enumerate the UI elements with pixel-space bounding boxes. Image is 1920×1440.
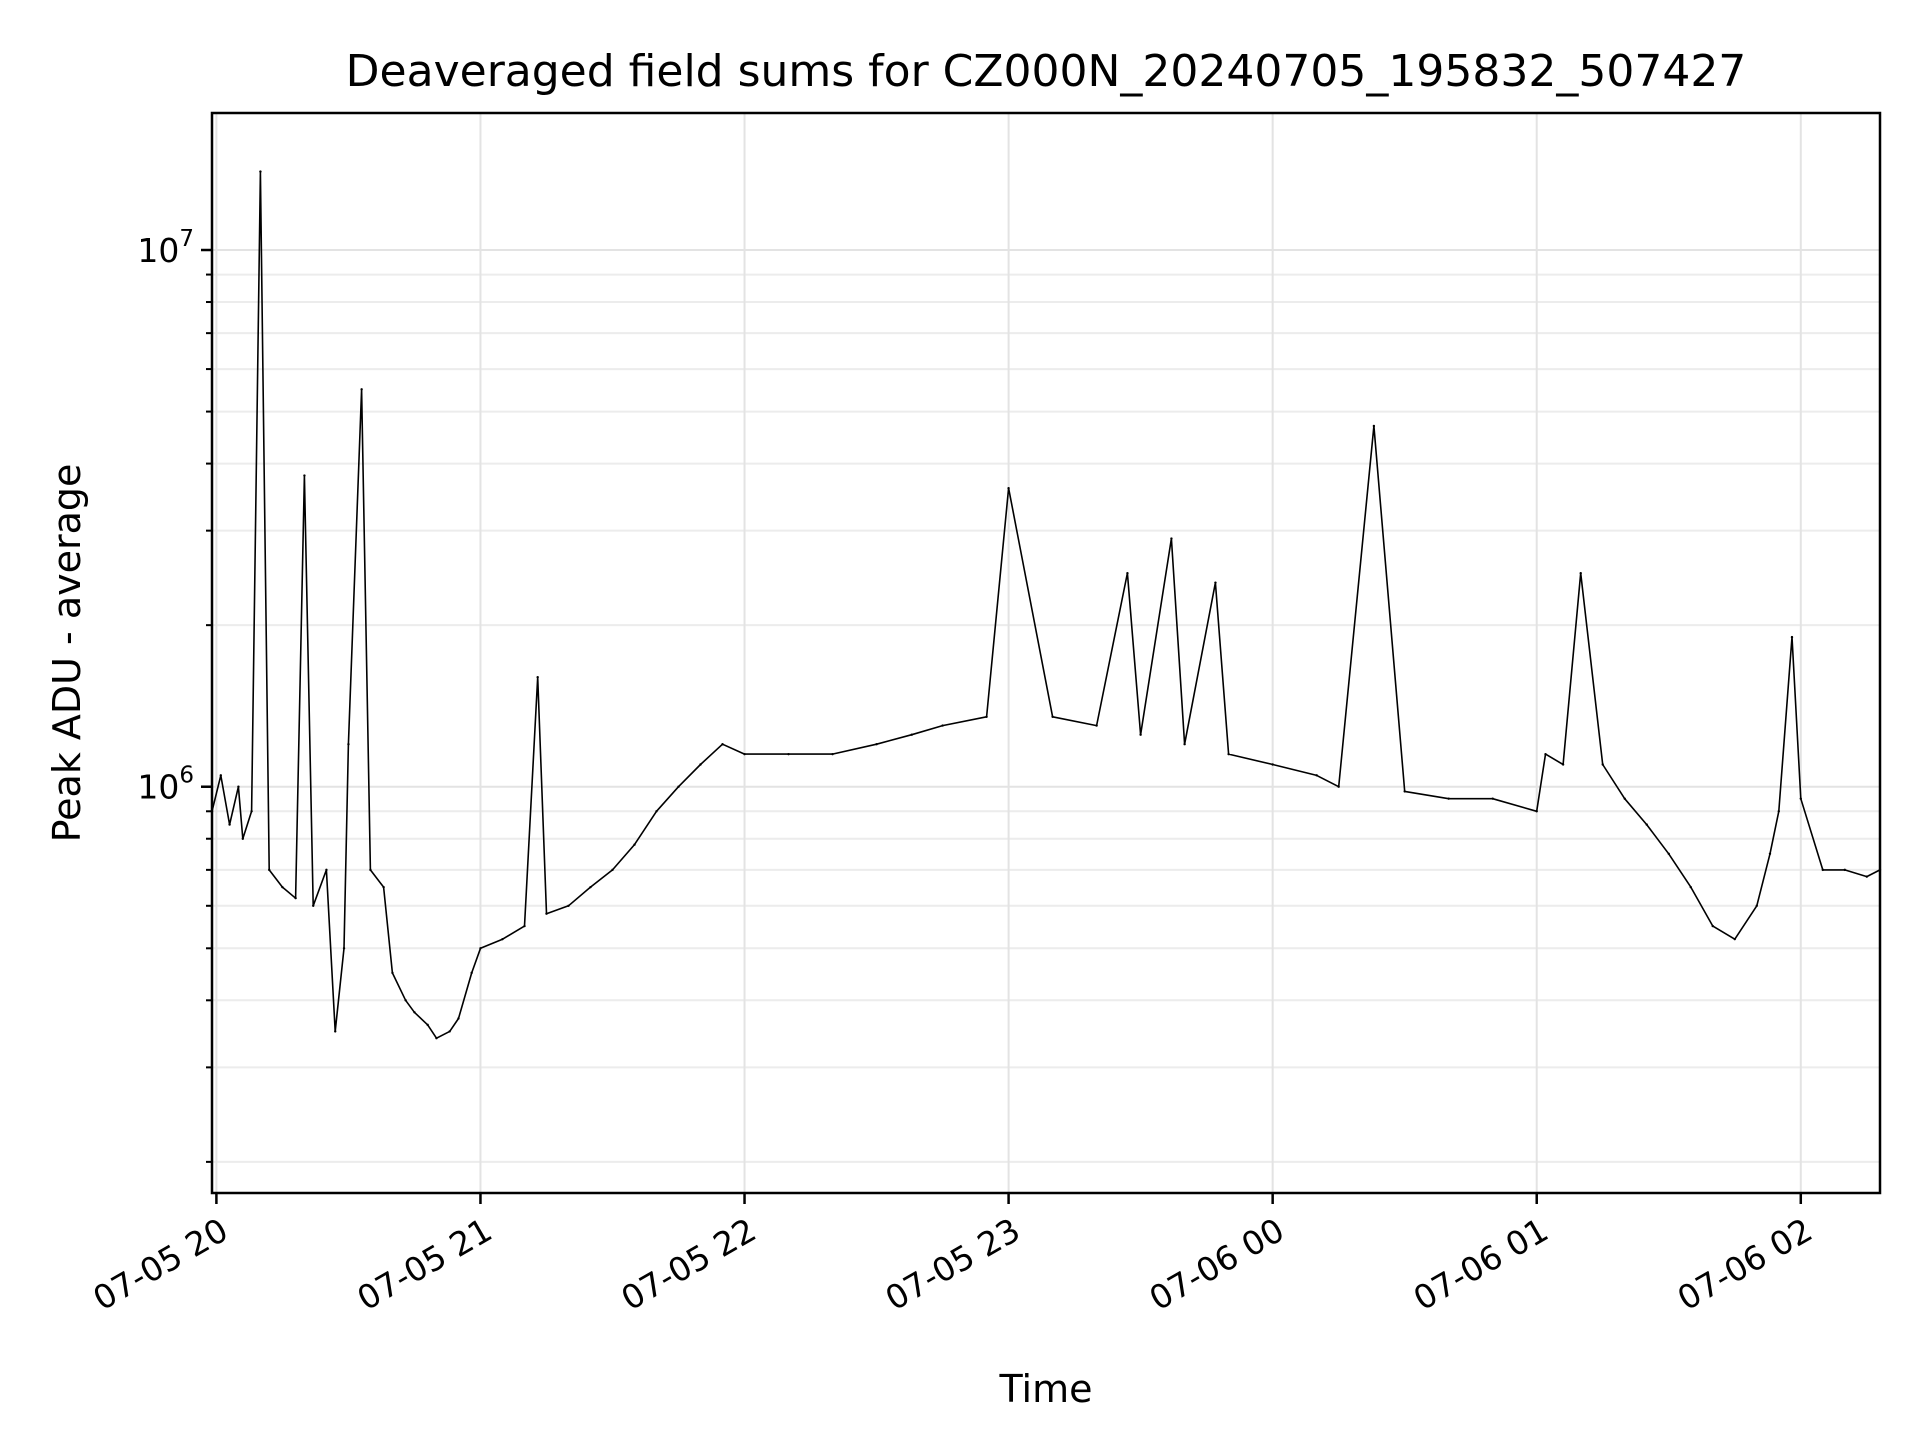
data-point [699,763,702,766]
data-point [334,1030,337,1033]
data-point [1865,875,1868,878]
data-point [1544,752,1547,756]
data-point [1561,763,1565,766]
data-point [448,1030,451,1033]
data-point [1315,774,1318,777]
data-point [611,868,614,872]
data-point [413,1011,416,1014]
data-point [435,1036,438,1040]
data-point [941,724,944,727]
x-tick-label: 07-05 23 [879,1210,1027,1318]
data-point [1799,797,1802,800]
data-point [536,675,539,679]
data-point [219,774,223,777]
ticks: 106 107 07-05 20 07-05 21 07-05 22 07-05 23 07… [86,226,1818,1318]
data-point [1777,810,1780,813]
data-point [294,896,297,900]
data-point [1139,733,1142,736]
data-point [1843,868,1846,872]
data-point [1095,724,1098,727]
data-point [1711,924,1714,928]
data-point [721,743,724,746]
data-point [404,999,407,1002]
data-point [567,904,570,907]
data-point [268,868,271,872]
data-point [1601,763,1604,766]
data-point [1790,635,1794,639]
data-point [237,785,240,788]
data-point [1768,852,1772,855]
series-layer [210,170,1882,1040]
data-point [281,885,284,889]
x-axis-label: Time [999,1367,1093,1411]
data-point [259,170,262,173]
x-tick-label: 07-05 21 [350,1210,498,1318]
data-point [1689,885,1692,889]
data-point [633,843,636,846]
data-point [787,752,790,756]
data-point [1491,797,1494,800]
data-point [391,971,394,975]
data-point [479,947,482,950]
data-point [831,752,834,756]
data-point [342,947,346,950]
data-point [743,752,746,756]
data-point [325,868,328,872]
data-point [369,868,372,872]
data-point [1733,937,1736,941]
x-tick-label: 07-05 20 [86,1210,234,1318]
plot-frame [210,111,1882,1195]
data-point [228,823,231,826]
data-point [1051,715,1054,718]
data-point [1271,763,1274,766]
data-point [545,912,548,915]
data-point [677,785,680,788]
data-point [1214,581,1217,584]
data-point [1007,486,1010,490]
data-point [250,810,253,813]
y-axis-label: Peak ADU - average [45,464,89,843]
data-point [1447,797,1450,800]
data-point [303,474,306,477]
data-point [347,743,350,746]
data-point [1535,810,1538,813]
data-point [875,743,878,746]
data-point [501,937,504,941]
data-point [1579,571,1582,575]
data-point [457,1017,460,1020]
data-point [655,810,658,813]
y-tick-label: 107 [137,226,194,270]
data-point [1403,790,1406,793]
data-point [1183,743,1186,746]
x-tick-label: 07-06 01 [1407,1210,1555,1318]
chart-title: Deaveraged field sums for CZ000N_2024070… [346,46,1747,97]
data-point [1372,424,1376,428]
x-tick-label: 07-06 02 [1671,1210,1819,1318]
y-tick-label: 106 [137,763,194,807]
data-point [1170,537,1173,540]
x-tick-label: 07-06 00 [1143,1210,1291,1318]
data-point [1126,571,1129,575]
data-point [1755,904,1758,907]
data-point [1821,868,1824,872]
data-point [360,388,363,391]
data-point [312,904,315,907]
data-point [910,733,913,736]
data-point [589,885,592,889]
data-point [985,715,988,718]
x-tick-label: 07-05 22 [615,1210,763,1318]
data-point [470,971,473,975]
data-point [241,837,245,840]
grid [212,113,1880,1193]
data-point [1623,797,1626,800]
data-point [1337,785,1340,788]
data-point [426,1023,429,1027]
data-point [1667,852,1670,855]
data-point [382,885,385,889]
data-point [1645,823,1648,826]
data-point [1227,752,1230,756]
data-point [523,924,526,928]
